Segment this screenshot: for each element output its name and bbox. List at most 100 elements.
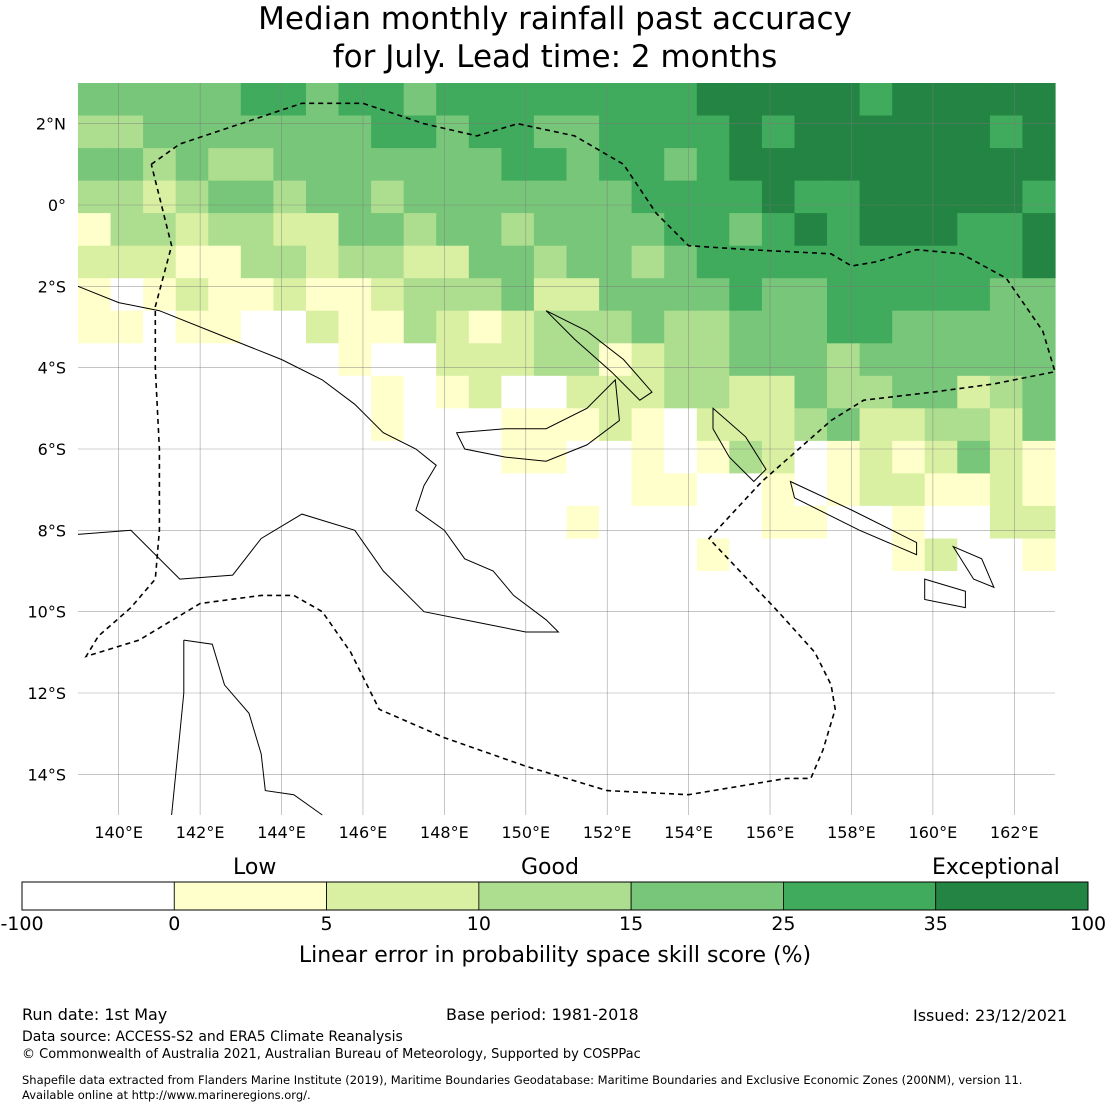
skill-cell xyxy=(631,180,665,214)
colorbar xyxy=(21,881,1089,911)
skill-cell xyxy=(110,636,144,670)
skill-cell xyxy=(273,343,307,377)
skill-cell xyxy=(664,310,698,344)
skill-cell xyxy=(533,343,568,377)
skill-cell xyxy=(859,115,893,149)
skill-cell xyxy=(664,668,698,702)
skill-cell xyxy=(631,440,665,474)
skill-cell xyxy=(957,310,991,344)
colorbar-label-good: Good xyxy=(521,855,579,880)
skill-cell xyxy=(436,213,470,247)
skill-cell xyxy=(957,213,991,247)
skill-cell xyxy=(664,180,698,214)
skill-cell xyxy=(533,245,568,279)
skill-cell xyxy=(78,538,112,572)
skill-cell xyxy=(1022,505,1056,539)
skill-cell xyxy=(989,213,1024,247)
skill-cell xyxy=(924,408,958,442)
skill-cell xyxy=(892,603,926,637)
lat-tick-label: 10°S xyxy=(27,603,66,622)
skill-cell xyxy=(403,668,437,702)
skill-cell xyxy=(436,505,470,539)
skill-cell xyxy=(761,375,796,409)
skill-cell xyxy=(957,408,991,442)
skill-cell xyxy=(989,473,1024,507)
skill-cell xyxy=(957,375,991,409)
skill-cell xyxy=(924,636,958,670)
skill-cell xyxy=(306,636,340,670)
skill-cell xyxy=(729,148,763,182)
skill-cell xyxy=(436,115,470,149)
skill-cell xyxy=(664,148,698,182)
skill-cell xyxy=(892,375,926,409)
skill-cell xyxy=(110,408,144,442)
skill-cell xyxy=(696,115,730,149)
skill-cell xyxy=(892,408,926,442)
skill-cell xyxy=(729,343,763,377)
skill-cell xyxy=(1022,636,1056,670)
skill-cell xyxy=(729,603,763,637)
skill-cell xyxy=(240,83,274,117)
skill-cell xyxy=(957,701,991,735)
skill-cell xyxy=(371,408,405,442)
skill-cell xyxy=(1022,180,1056,214)
skill-cell xyxy=(143,798,177,832)
colorbar-tick-label: 15 xyxy=(619,913,644,935)
skill-cell xyxy=(859,571,893,605)
skill-cell xyxy=(664,733,698,767)
skill-cell xyxy=(338,766,372,800)
skill-cell xyxy=(989,148,1024,182)
skill-cell xyxy=(859,148,893,182)
skill-cell xyxy=(631,148,665,182)
skill-cell xyxy=(794,668,828,702)
skill-cell xyxy=(338,668,372,702)
skill-cell xyxy=(533,603,568,637)
skill-cell xyxy=(468,180,502,214)
skill-cell xyxy=(696,505,730,539)
skill-cell xyxy=(566,213,600,247)
skill-cell xyxy=(468,310,502,344)
skill-cell xyxy=(533,701,568,735)
lat-tick-label: 0° xyxy=(48,196,66,215)
skill-cell xyxy=(794,440,828,474)
skill-cell xyxy=(208,408,242,442)
skill-cell xyxy=(371,148,405,182)
skill-cell xyxy=(599,668,633,702)
skill-cell xyxy=(892,636,926,670)
skill-cell xyxy=(859,701,893,735)
skill-cell xyxy=(273,440,307,474)
skill-cell xyxy=(599,343,633,377)
copyright-notice: © Commonwealth of Australia 2021, Austra… xyxy=(22,1047,641,1062)
skill-cell xyxy=(1022,343,1056,377)
skill-cell xyxy=(1022,245,1056,279)
skill-cell xyxy=(696,375,730,409)
skill-cell xyxy=(1022,473,1056,507)
skill-cell xyxy=(175,115,209,149)
skill-cell xyxy=(436,766,470,800)
skill-cell xyxy=(827,343,861,377)
skill-cell xyxy=(338,83,372,117)
skill-cell xyxy=(501,213,535,247)
skill-cell xyxy=(761,798,796,832)
skill-cell xyxy=(273,473,307,507)
skill-cell xyxy=(566,668,600,702)
skill-cell xyxy=(696,603,730,637)
skill-cell xyxy=(436,245,470,279)
skill-cell xyxy=(859,798,893,832)
skill-cell xyxy=(827,310,861,344)
skill-cell xyxy=(827,375,861,409)
skill-cell xyxy=(468,245,502,279)
skill-cell xyxy=(533,473,568,507)
skill-cell xyxy=(827,473,861,507)
skill-cell xyxy=(371,213,405,247)
skill-cell xyxy=(306,440,340,474)
skill-cell xyxy=(468,440,502,474)
skill-cell xyxy=(599,733,633,767)
skill-cell xyxy=(989,83,1024,117)
skill-cell xyxy=(957,180,991,214)
skill-cell xyxy=(78,115,112,149)
skill-cell xyxy=(240,571,274,605)
skill-cell xyxy=(794,245,828,279)
skill-cell xyxy=(924,180,958,214)
skill-cell xyxy=(599,83,633,117)
